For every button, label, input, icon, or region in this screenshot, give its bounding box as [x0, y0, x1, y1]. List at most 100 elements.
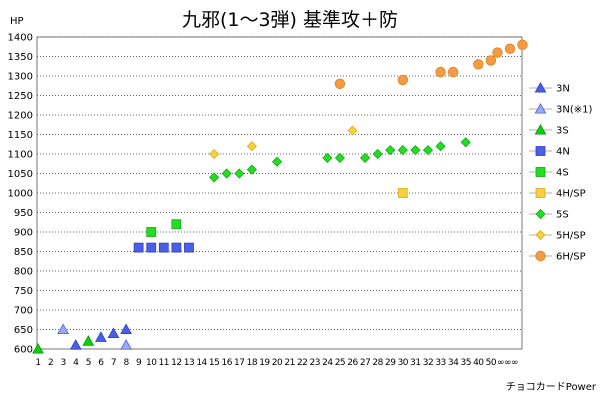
x-tick-label: 27	[360, 358, 370, 368]
data-point	[334, 78, 346, 90]
data-point	[397, 145, 408, 156]
axes	[36, 36, 523, 350]
y-tick-label: 1000	[8, 189, 33, 200]
data-point	[120, 339, 132, 350]
y-tick-labels: 600 650 700 750 800 850 900 950 1000 1050 1100 1150…	[8, 33, 33, 356]
series-5h-sp	[209, 125, 358, 160]
x-tick-label: 7	[111, 358, 116, 368]
y-tick-label: 750	[14, 286, 33, 297]
x-tick-label: 16	[221, 358, 232, 368]
data-point	[447, 66, 459, 78]
y-tick-label: 900	[14, 228, 33, 239]
x-tick-label: 19	[259, 358, 270, 368]
x-tick-label: 33	[435, 358, 445, 368]
data-point	[146, 242, 157, 253]
data-point	[435, 141, 446, 152]
data-point	[146, 227, 157, 237]
x-tick-label: 26	[347, 358, 358, 368]
data-point	[221, 168, 232, 179]
data-point	[460, 137, 471, 148]
x-tick-label: 5	[86, 358, 91, 368]
x-tick-label: 8	[123, 358, 129, 368]
y-tick-label: 600	[14, 345, 33, 356]
data-point	[504, 43, 516, 54]
y-tick-label: 1400	[8, 33, 33, 44]
data-point	[209, 148, 220, 160]
x-tick-label: 17	[234, 358, 244, 368]
data-point	[82, 335, 95, 346]
series-3n-1-	[57, 323, 132, 350]
y-tick-label: 1250	[8, 91, 33, 102]
data-point	[517, 39, 528, 51]
series-3s	[32, 335, 95, 354]
x-tick-label: 14	[196, 358, 207, 368]
data-point	[372, 148, 383, 160]
data-point	[473, 59, 484, 70]
x-tick-label: 13	[184, 358, 194, 368]
legend-item: 3N(※1)	[529, 102, 592, 116]
data-point	[410, 145, 421, 156]
y-tick-label: 1300	[8, 72, 33, 83]
y-tick-label: 1100	[8, 150, 33, 161]
x-tick-labels: 1 2 3 4 5 6 7 8 9 10 11 12 13 14 15 16 17 18 19 20 21 22 23 24 2…	[35, 358, 518, 368]
data-points	[32, 39, 528, 354]
x-tick-label: 35	[460, 358, 470, 368]
x-tick-label: 30	[398, 358, 409, 368]
x-tick-label: 1	[35, 358, 40, 368]
x-tick-label: 15	[209, 358, 219, 368]
gridlines	[37, 36, 522, 330]
x-tick-label: 31	[410, 358, 420, 368]
data-point	[32, 342, 44, 354]
data-point	[95, 331, 107, 342]
data-point	[184, 242, 194, 253]
legend-marker	[535, 167, 546, 177]
x-tick-label: 25	[335, 358, 345, 368]
legend-label: 4H/SP	[556, 189, 586, 200]
y-tick-label: 950	[14, 208, 33, 219]
data-point	[107, 327, 120, 338]
data-point	[360, 152, 371, 163]
y-axis-label: HP	[10, 16, 24, 27]
legend-label: 4N	[556, 147, 570, 158]
data-point	[385, 145, 396, 156]
x-tick-label: 4	[73, 358, 79, 368]
series-6h-sp	[334, 39, 528, 90]
x-tick-label: 24	[322, 358, 333, 368]
legend-marker	[535, 188, 546, 198]
legend-marker	[535, 250, 546, 262]
legend-marker	[534, 123, 547, 135]
data-point	[334, 152, 345, 163]
x-tick-label: 28	[372, 358, 383, 368]
data-point	[322, 152, 333, 163]
legend-item: 6H/SP	[529, 250, 586, 263]
legend-label: 5S	[556, 210, 569, 221]
data-point	[347, 125, 358, 136]
data-point	[234, 168, 245, 179]
x-tick-label: 11	[159, 358, 169, 368]
legend-item: 3S	[529, 123, 569, 137]
data-point	[120, 323, 132, 335]
x-tick-label: 21	[284, 358, 294, 368]
data-point	[209, 172, 220, 183]
legend-item: 5S	[529, 208, 569, 221]
y-tick-label: 700	[14, 306, 33, 317]
y-tick-label: 1200	[8, 111, 33, 122]
legend-label: 3S	[556, 126, 569, 137]
series-4h-sp	[397, 188, 408, 198]
data-point	[171, 242, 182, 253]
y-tick-label: 1350	[8, 52, 33, 63]
x-tick-label: 3	[61, 358, 66, 368]
x-tick-label: 23	[310, 358, 320, 368]
x-axis-label: チョコカードPower	[506, 381, 597, 393]
y-tick-label: 1050	[8, 169, 33, 180]
legend-item: 5H/SP	[529, 229, 586, 242]
x-tick-label: 10	[146, 358, 157, 368]
x-tick-label: 6	[98, 358, 104, 368]
legend-marker	[535, 208, 546, 220]
x-tick-label: 32	[423, 358, 433, 368]
data-point	[397, 74, 409, 86]
plot-area-border	[36, 36, 523, 350]
data-point	[397, 188, 408, 198]
x-tick-label: 2	[48, 358, 53, 368]
legend-item: 4H/SP	[529, 188, 586, 200]
